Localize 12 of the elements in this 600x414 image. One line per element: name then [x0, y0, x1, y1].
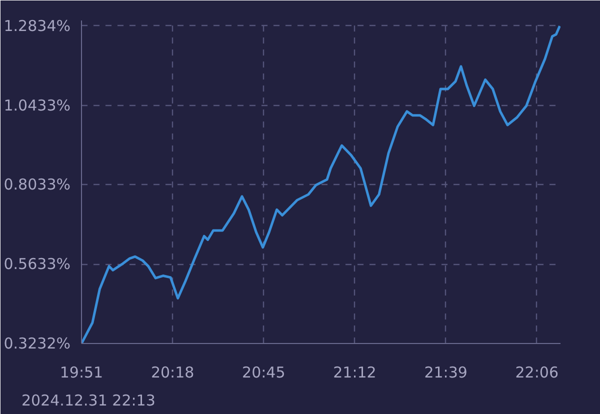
y-tick-label: 0.3232%	[4, 334, 71, 352]
x-tick-label: 19:51	[60, 364, 104, 382]
y-tick-label: 0.5633%	[4, 255, 71, 274]
x-tick-label: 22:06	[515, 364, 558, 382]
text: 2024.12.31 22:13	[22, 392, 156, 410]
x-tick-label: 21:39	[424, 364, 468, 382]
x-tick-label: 20:18	[150, 364, 194, 382]
y-tick-label: 1.2834%	[4, 16, 71, 35]
y-tick-label: 1.0433%	[4, 96, 71, 114]
x-tick-label: 21:12	[333, 364, 376, 382]
y-tick-label: 0.8033%	[4, 176, 71, 194]
x-tick-label: 20:45	[242, 364, 286, 382]
